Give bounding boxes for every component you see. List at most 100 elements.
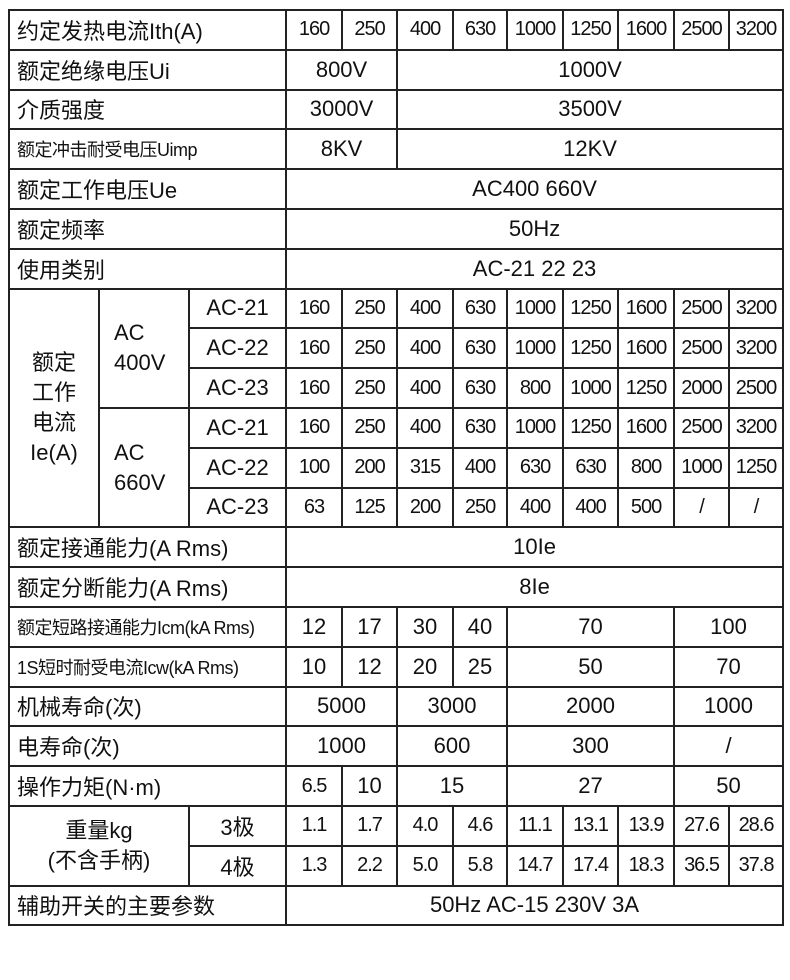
table-cell: 800 bbox=[506, 367, 565, 409]
table-cell: 400 bbox=[396, 9, 455, 51]
table-cell: 2500 bbox=[673, 9, 731, 51]
table-cell: 12KV bbox=[396, 128, 785, 171]
table-cell: 3极 bbox=[187, 804, 288, 847]
table-cell: AC-22 bbox=[187, 446, 288, 489]
table-cell: AC-21 bbox=[187, 287, 288, 330]
table-cell: 2500 bbox=[673, 287, 731, 330]
row-label-cell: 使用类别 bbox=[7, 247, 288, 290]
table-row: AC-22 100 200 315 400 630 630 800 1000 1250 bbox=[9, 446, 785, 489]
table-cell: 2000 bbox=[506, 685, 676, 728]
table-cell: 1000 bbox=[562, 367, 620, 409]
table-row: 额定短路接通能力Icm(kA Rms) 12 17 30 40 70 100 bbox=[7, 605, 785, 648]
table-cell: 630 bbox=[452, 9, 509, 51]
table-row: 机械寿命(次) 5000 3000 2000 1000 bbox=[7, 685, 785, 728]
row-label-cell: 约定发热电流Ith(A) bbox=[7, 9, 288, 51]
table-cell: 400 bbox=[396, 327, 455, 370]
table-cell: / bbox=[728, 486, 785, 529]
table-cell: 6.5 bbox=[285, 765, 344, 807]
table-cell: 630 bbox=[506, 446, 565, 489]
table-cell: 4.6 bbox=[452, 804, 509, 847]
table-cell: 1000 bbox=[506, 327, 565, 370]
table-cell: 13.9 bbox=[617, 804, 676, 847]
table-cell: 1600 bbox=[617, 287, 676, 330]
table-cell: 2000 bbox=[673, 367, 731, 409]
table-cell: 10Ie bbox=[285, 526, 785, 569]
table-cell: 125 bbox=[341, 486, 399, 529]
table-cell: 400 bbox=[506, 486, 565, 529]
table-cell: 额定 工作 电流 Ie(A) bbox=[8, 287, 100, 529]
table-row: 介质强度 3000V 3500V bbox=[7, 88, 785, 131]
table-cell: 1000 bbox=[506, 406, 565, 449]
table-cell: 1000 bbox=[673, 446, 731, 489]
table-cell: 11.1 bbox=[506, 804, 565, 847]
table-cell: 50Hz bbox=[285, 207, 785, 250]
table-cell: AC400 660V bbox=[285, 168, 785, 210]
table-cell: 50 bbox=[673, 765, 785, 807]
table-cell: 200 bbox=[396, 486, 455, 529]
table-cell: 3200 bbox=[728, 406, 785, 449]
table-cell: 3200 bbox=[728, 287, 785, 330]
table-cell: AC 400V bbox=[98, 287, 190, 409]
table-row: AC 660V AC-21 160 250 400 630 1000 1250 1600 2500… bbox=[9, 406, 785, 529]
table-cell: 630 bbox=[452, 367, 509, 409]
table-row: AC-23 160 250 400 630 800 1000 1250 2000 2500 bbox=[9, 367, 785, 409]
row-label-cell: 额定工作电压Ue bbox=[7, 168, 288, 210]
table-cell: 250 bbox=[341, 327, 399, 370]
table-row: 额定频率 50Hz bbox=[7, 207, 785, 250]
table-cell: 2500 bbox=[673, 327, 731, 370]
table-row: 操作力矩(N·m) 6.5 10 15 27 50 bbox=[7, 765, 785, 807]
table-cell: 100 bbox=[285, 446, 344, 489]
row-label-cell: 额定绝缘电压Ui bbox=[7, 48, 288, 91]
table-cell: 25 bbox=[452, 645, 509, 688]
table-cell: / bbox=[673, 725, 785, 768]
table-row: 电寿命(次) 1000 600 300/ bbox=[7, 725, 785, 768]
table-row: 额定 工作 电流 Ie(A) AC 400V AC-21 160 250 400 630 10… bbox=[8, 287, 785, 529]
row-label-cell: 额定冲击耐受电压Uimp bbox=[7, 128, 288, 171]
row-label-cell: 辅助开关的主要参数 bbox=[7, 884, 288, 927]
table-cell: 1250 bbox=[562, 406, 620, 449]
table-cell: AC-23 bbox=[187, 486, 288, 529]
table-cell: 重量kg (不含手柄) bbox=[8, 804, 190, 887]
table-cell: 1000 bbox=[673, 685, 785, 728]
table-cell: 300 bbox=[506, 725, 676, 768]
row-label-cell: 1S短时耐受电流Icw(kA Rms) bbox=[7, 645, 288, 688]
table-cell: 17 bbox=[341, 605, 399, 648]
spec-table-body: 约定发热电流Ith(A) 160 250 400 630 1000 1250 1600 2500… bbox=[7, 9, 785, 927]
row-label-cell: 额定接通能力(A Rms) bbox=[7, 526, 288, 569]
table-cell: 500 bbox=[617, 486, 676, 529]
table-cell: 630 bbox=[562, 446, 620, 489]
table-cell: 15 bbox=[396, 765, 509, 807]
table-cell: 315 bbox=[396, 446, 455, 489]
spec-table: 约定发热电流Ith(A) 160 250 400 630 1000 1250 1600 2500… bbox=[7, 9, 785, 927]
table-cell: 3200 bbox=[728, 327, 785, 370]
table-cell: 250 bbox=[452, 486, 509, 529]
table-cell: 1250 bbox=[562, 9, 620, 51]
table-cell: 2500 bbox=[728, 367, 785, 409]
table-cell: 37.8 bbox=[728, 844, 785, 887]
table-cell: AC-21 22 23 bbox=[285, 247, 785, 290]
table-row: 4极 1.3 2.2 5.0 5.8 14.7 17.4 18.3 36.5 37.8 bbox=[9, 844, 785, 887]
table-row: 重量kg (不含手柄) 3极 1.1 1.7 4.0 4.6 11.1 13.1 13.9 27.… bbox=[8, 804, 785, 887]
table-cell: 63 bbox=[285, 486, 344, 529]
row-label-cell: 额定频率 bbox=[7, 207, 288, 250]
table-cell: 1.1 bbox=[285, 804, 344, 847]
table-row: 额定工作电压Ue AC400 660V bbox=[7, 168, 785, 210]
table-cell: 250 bbox=[341, 367, 399, 409]
table-cell: 2.2 bbox=[341, 844, 399, 887]
row-label-cell: 介质强度 bbox=[7, 88, 288, 131]
table-cell: 630 bbox=[452, 327, 509, 370]
table-cell: 400 bbox=[396, 287, 455, 330]
table-row: 辅助开关的主要参数 50Hz AC-15 230V 3A bbox=[7, 884, 785, 927]
table-cell: 1600 bbox=[617, 327, 676, 370]
table-cell: 400 bbox=[452, 446, 509, 489]
table-cell: 1250 bbox=[617, 367, 676, 409]
table-cell: 800V bbox=[285, 48, 399, 91]
table-cell: 4.0 bbox=[396, 804, 455, 847]
table-cell: 50Hz AC-15 230V 3A bbox=[285, 884, 785, 927]
row-label-cell: 电寿命(次) bbox=[7, 725, 288, 768]
table-cell: 18.3 bbox=[617, 844, 676, 887]
table-cell: 30 bbox=[396, 605, 455, 648]
table-cell: 12 bbox=[341, 645, 399, 688]
row-label-cell: 操作力矩(N·m) bbox=[7, 765, 288, 807]
row-label-cell: 额定短路接通能力Icm(kA Rms) bbox=[7, 605, 288, 648]
